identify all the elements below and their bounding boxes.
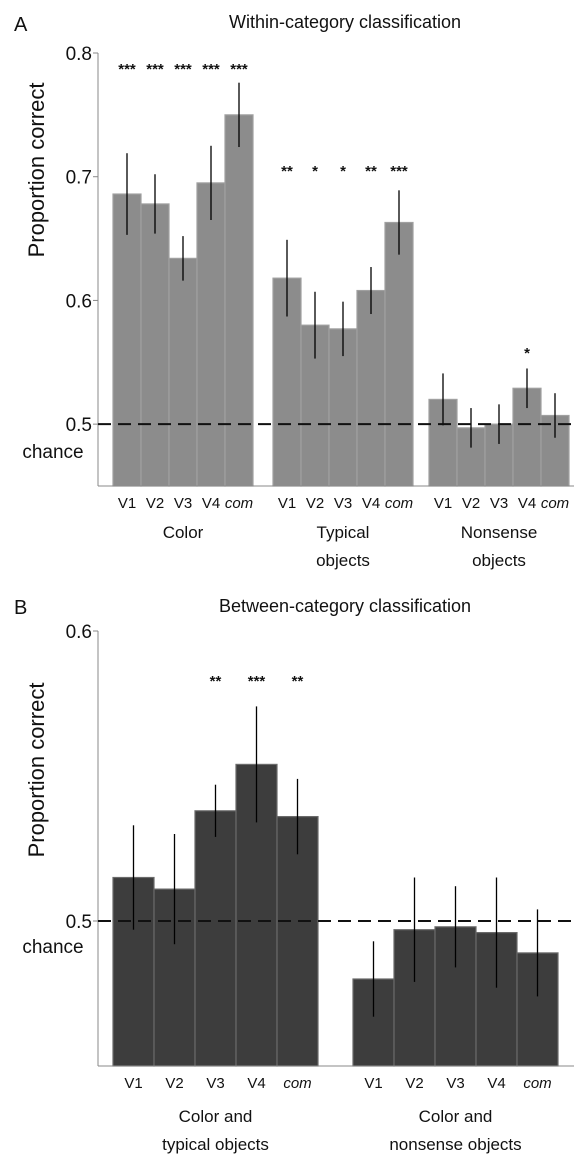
category-tick-label: V2 [306,495,324,512]
category-tick-label: V1 [278,495,296,512]
group-label: Color [163,523,204,542]
bar [168,257,198,487]
category-tick-label: V4 [487,1075,505,1092]
bar [140,203,170,487]
category-tick-label: V3 [174,495,192,512]
bar [224,114,254,487]
category-tick-label: V2 [405,1075,423,1092]
bar [112,193,142,487]
category-tick-label: com [523,1075,551,1092]
category-tick-label: com [385,495,413,512]
category-tick-label: com [541,495,569,512]
y-tick-label: 0.5 [66,912,92,933]
chance-label: chance [22,442,83,463]
group-label: typical objects [162,1135,269,1154]
category-tick-label: V4 [247,1075,265,1092]
chart-title: Between-category classification [219,596,471,616]
category-tick-label: V3 [446,1075,464,1092]
category-tick-label: V1 [118,495,136,512]
category-tick-label: V2 [146,495,164,512]
category-tick-label: V3 [334,495,352,512]
y-tick-label: 0.6 [66,291,92,312]
category-tick-label: V2 [165,1075,183,1092]
chart-title: Within-category classification [229,12,461,32]
category-tick-label: V2 [462,495,480,512]
y-tick-label: 0.5 [66,415,92,436]
category-tick-label: V1 [434,495,452,512]
group-label: nonsense objects [389,1135,521,1154]
category-tick-label: V3 [206,1075,224,1092]
significance-stars: *** [146,61,164,78]
significance-stars: ** [281,163,293,180]
category-tick-label: com [225,495,253,512]
group-label: Color and [419,1107,493,1126]
category-tick-label: V1 [364,1075,382,1092]
significance-stars: *** [174,61,192,78]
category-tick-label: V4 [362,495,380,512]
group-label: Typical [317,523,370,542]
y-tick-label: 0.7 [66,168,92,189]
bar [384,221,414,487]
significance-stars: * [312,163,318,180]
category-tick-label: V3 [490,495,508,512]
significance-stars: ** [365,163,377,180]
category-tick-label: V4 [518,495,536,512]
significance-stars: * [340,163,346,180]
panel-letter: A [14,14,28,36]
group-label: Color and [179,1107,253,1126]
bar [356,289,386,487]
significance-stars: *** [390,163,408,180]
group-label: objects [472,551,526,570]
category-tick-label: V4 [202,495,220,512]
panel-a: A Within-category classification Proportio… [14,12,574,570]
group-label: objects [316,551,370,570]
significance-stars: *** [202,61,220,78]
y-axis-label: Proportion correct [24,683,49,858]
panel-b: B Between-category classification Proporti… [14,596,574,1154]
chance-label: chance [22,937,83,958]
panel-letter: B [14,597,27,619]
significance-stars: ** [292,673,304,690]
significance-stars: *** [230,61,248,78]
significance-stars: ** [210,673,222,690]
category-tick-label: V1 [124,1075,142,1092]
group-label: Nonsense [461,523,538,542]
y-tick-label: 0.6 [66,622,92,643]
category-tick-label: com [283,1075,311,1092]
significance-stars: *** [118,61,136,78]
y-axis-label: Proportion correct [24,83,49,258]
significance-stars: * [524,345,530,362]
bar [194,810,237,1067]
y-tick-label: 0.8 [66,44,92,65]
bar [196,182,226,487]
significance-stars: *** [248,673,266,690]
